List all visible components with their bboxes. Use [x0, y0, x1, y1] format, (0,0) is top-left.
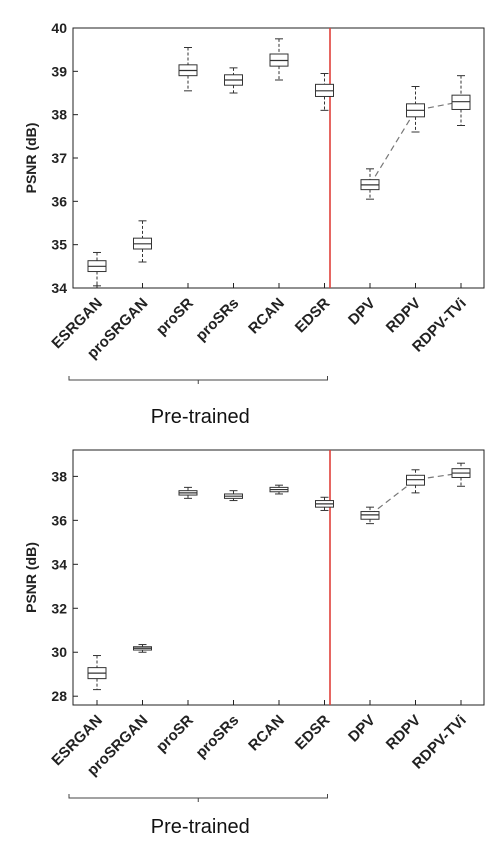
- box-proSR: [178, 47, 198, 92]
- y-tick-label: 38: [51, 468, 67, 484]
- group-bracket: [68, 376, 328, 384]
- box-RDPV-TVi: [451, 462, 471, 487]
- y-tick-label: 37: [51, 150, 67, 166]
- y-tick-label: 40: [51, 20, 67, 36]
- x-tick-label: proSRs: [193, 712, 243, 762]
- x-tick-label: RDPV: [383, 712, 424, 753]
- box-proSRs: [224, 490, 243, 502]
- box-RDPV: [406, 469, 425, 494]
- y-tick-label: 39: [51, 63, 67, 79]
- y-tick-label: 35: [51, 237, 67, 253]
- y-tick-label: 28: [51, 688, 67, 704]
- y-tick-label: 38: [51, 107, 67, 123]
- x-tick-label: DPV: [345, 295, 379, 329]
- x-tick-label: proSR: [153, 295, 197, 339]
- box-RCAN: [269, 38, 289, 81]
- box-RDPV-TVi: [451, 75, 471, 126]
- box-DPV: [360, 506, 380, 525]
- group-label: Pre-trained: [151, 816, 250, 838]
- box-proSRs: [224, 67, 243, 94]
- x-tick-label: RDPV: [383, 295, 424, 336]
- y-tick-label: 36: [51, 512, 67, 528]
- y-tick-label: 30: [51, 644, 67, 660]
- x-tick-label: EDSR: [292, 712, 334, 754]
- x-tick-label: RCAN: [245, 295, 288, 338]
- box-EDSR: [315, 73, 334, 111]
- y-axis-label: PSNR (dB): [23, 542, 39, 613]
- x-tick-label: EDSR: [292, 295, 334, 337]
- box-proSR: [178, 486, 198, 499]
- x-tick-label: DPV: [345, 712, 379, 746]
- y-tick-label: 32: [51, 600, 67, 616]
- box-body: [451, 94, 471, 110]
- box-ESRGAN: [87, 251, 107, 287]
- box-ESRGAN: [87, 655, 107, 691]
- group-bracket: [68, 794, 328, 802]
- y-tick-label: 34: [51, 280, 67, 296]
- box-proSRGAN: [133, 644, 152, 653]
- box-RCAN: [269, 484, 289, 495]
- y-axis-label: PSNR (dB): [23, 123, 39, 194]
- y-tick-label: 34: [51, 556, 67, 572]
- box-proSRGAN: [133, 220, 152, 263]
- box-DPV: [360, 168, 380, 200]
- x-tick-label: RCAN: [245, 712, 288, 755]
- group-label: Pre-trained: [151, 406, 250, 428]
- x-tick-label: proSRs: [193, 295, 243, 345]
- box-EDSR: [315, 496, 334, 511]
- x-tick-label: proSR: [153, 712, 197, 756]
- box-RDPV: [406, 86, 425, 133]
- y-tick-label: 36: [51, 193, 67, 209]
